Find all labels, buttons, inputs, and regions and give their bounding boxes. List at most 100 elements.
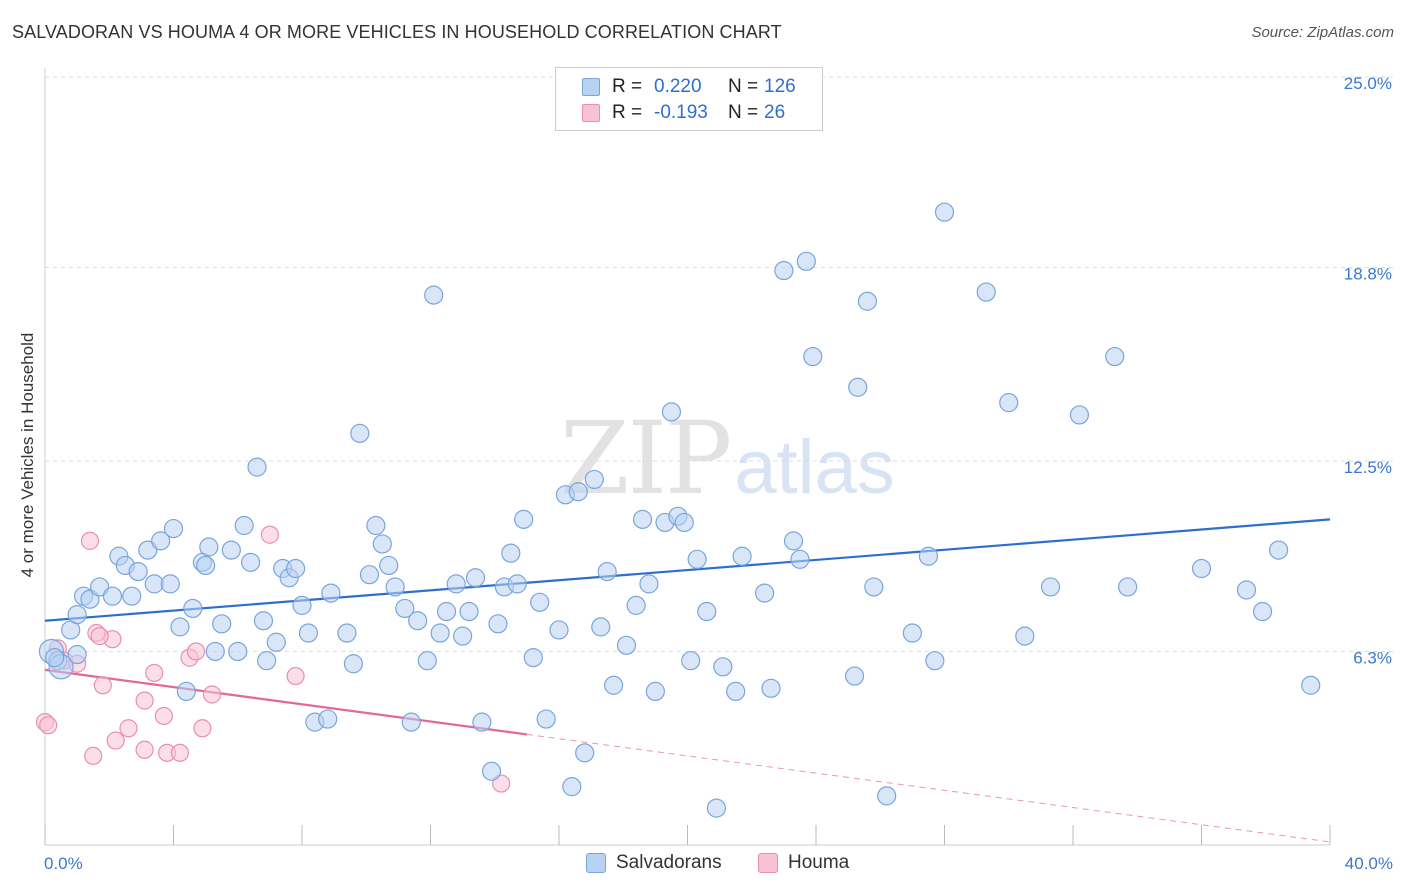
legend-swatch-houma	[582, 104, 600, 122]
salvadorans-point	[318, 709, 338, 729]
salvadorans-point	[408, 611, 428, 631]
salvadorans-point	[726, 681, 746, 702]
salvadorans-point	[247, 457, 267, 477]
houma-points	[35, 525, 511, 793]
salvadorans-point	[632, 509, 653, 529]
salvadorans-point	[754, 583, 775, 603]
salvadorans-point	[459, 601, 479, 622]
source-credit: Source: ZipAtlas.com	[1251, 24, 1394, 41]
houma-point	[286, 666, 305, 686]
salvadorans-point	[1105, 346, 1125, 367]
salvadorans-point	[706, 798, 727, 818]
salvadorans-point	[761, 678, 781, 698]
salvadorans-point	[401, 712, 421, 732]
salvadorans-point	[257, 651, 277, 671]
houma-point	[492, 774, 511, 793]
salvadorans-point	[350, 423, 370, 443]
x-tick-label: 0.0%	[44, 854, 83, 873]
axes	[44, 68, 1331, 846]
salvadorans-point	[170, 617, 190, 637]
salvadorans-point	[67, 644, 87, 665]
legend-row-salvadorans: R = 0.220 N = 126	[582, 75, 796, 99]
salvadorans-point	[1268, 540, 1289, 560]
salvadorans-point	[424, 285, 444, 305]
salvadorans-point	[584, 469, 604, 490]
salvadorans-point	[343, 654, 363, 674]
series-swatch-salvadorans	[586, 853, 606, 873]
salvadorans-point	[925, 651, 945, 671]
salvadorans-point	[999, 393, 1019, 413]
salvadorans-point	[385, 577, 405, 597]
houma-point	[186, 642, 206, 661]
salvadorans-point	[1069, 405, 1090, 425]
salvadorans-point	[549, 620, 569, 640]
salvadorans-point	[285, 558, 306, 579]
salvadorans-point	[1236, 580, 1257, 600]
salvadorans-point	[1301, 675, 1321, 695]
salvadorans-point	[661, 402, 682, 422]
salvadorans-point	[568, 482, 588, 502]
salvadorans-point	[102, 586, 123, 606]
salvadorans-point	[857, 291, 878, 311]
salvadorans-point	[1040, 577, 1061, 597]
salvadorans-point	[253, 611, 274, 631]
salvadorans-point	[848, 377, 868, 397]
series-name-salvadorans: Salvadorans	[616, 852, 722, 873]
salvadorans-point	[934, 202, 955, 222]
houma-point	[135, 740, 154, 759]
salvadorans-point	[372, 534, 392, 554]
salvadorans-point	[417, 651, 437, 671]
trend-lines	[44, 518, 1331, 843]
legend-r-value: 0.220	[654, 76, 702, 97]
salvadorans-point	[144, 574, 164, 594]
salvadorans-point	[783, 531, 804, 551]
houma-trend-line	[44, 668, 528, 736]
salvadorans-point	[465, 568, 486, 588]
houma-point	[39, 716, 58, 735]
salvadorans-point	[1118, 577, 1138, 597]
salvadorans-point	[241, 552, 261, 572]
salvadorans-point	[446, 574, 466, 594]
salvadorans-point	[562, 777, 582, 797]
houma-point	[84, 746, 103, 766]
series-swatch-houma	[758, 853, 778, 873]
series-name-houma: Houma	[788, 852, 850, 873]
salvadorans-point	[591, 617, 611, 637]
y-tick-label: 12.5%	[1344, 458, 1392, 477]
houma-point	[170, 743, 190, 762]
salvadorans-point	[298, 623, 319, 643]
salvadorans-point	[234, 515, 254, 536]
salvadorans-point	[597, 561, 617, 582]
salvadorans-point	[575, 743, 595, 763]
legend-n-label: N =	[728, 102, 759, 123]
salvadorans-point	[976, 282, 996, 302]
salvadorans-point	[639, 574, 659, 594]
y-tick-label: 6.3%	[1353, 648, 1392, 667]
salvadorans-point	[196, 555, 216, 576]
houma-point	[154, 706, 173, 726]
salvadorans-point	[626, 595, 646, 615]
series-legend-houma[interactable]: Houma	[758, 852, 849, 874]
salvadorans-point	[523, 648, 543, 668]
houma-point	[90, 627, 109, 646]
salvadorans-point	[536, 709, 556, 729]
houma-point	[193, 719, 212, 738]
salvadorans-point	[616, 635, 637, 655]
salvadorans-point	[481, 761, 502, 781]
salvadorans-point	[122, 586, 142, 606]
legend-n-value: 126	[764, 76, 796, 97]
salvadorans-point	[221, 540, 241, 560]
salvadorans-point	[199, 537, 219, 557]
salvadorans-point	[488, 614, 508, 634]
houma-point	[80, 531, 100, 550]
salvadorans-point	[160, 574, 180, 594]
series-legend-salvadorans[interactable]: Salvadorans	[586, 852, 722, 874]
salvadorans-point	[681, 651, 701, 671]
salvadorans-point	[674, 512, 694, 533]
legend-r-value: -0.193	[654, 102, 708, 123]
salvadorans-point	[212, 614, 232, 634]
tick-labels: 6.3% 12.5% 18.8% 25.0% 0.0% 40.0%	[44, 74, 1393, 873]
salvadorans-point	[1191, 558, 1212, 579]
salvadorans-point	[379, 555, 399, 576]
legend-n-value: 26	[764, 102, 786, 123]
